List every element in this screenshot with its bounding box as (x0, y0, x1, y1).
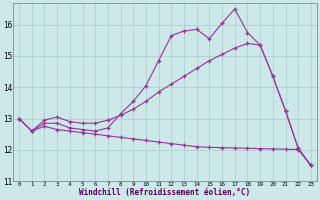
X-axis label: Windchill (Refroidissement éolien,°C): Windchill (Refroidissement éolien,°C) (79, 188, 251, 197)
